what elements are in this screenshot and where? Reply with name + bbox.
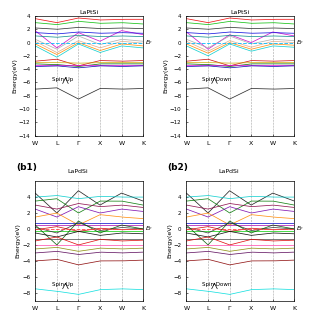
Text: $E_F$: $E_F$ xyxy=(145,38,153,47)
Text: Spin Down: Spin Down xyxy=(202,77,231,82)
Text: $E_F$: $E_F$ xyxy=(296,38,305,47)
Text: LaPdSi: LaPdSi xyxy=(219,169,239,174)
Text: (b1): (b1) xyxy=(16,163,36,172)
Text: (b2): (b2) xyxy=(167,163,188,172)
Text: Spin Up: Spin Up xyxy=(52,282,74,287)
Title: LaPtSi: LaPtSi xyxy=(80,10,99,15)
Y-axis label: Energy(eV): Energy(eV) xyxy=(16,224,21,259)
Text: $E_F$: $E_F$ xyxy=(145,225,153,234)
Y-axis label: Energy(eV): Energy(eV) xyxy=(167,224,172,259)
Y-axis label: Energy(eV): Energy(eV) xyxy=(164,58,169,93)
Text: Spin Up: Spin Up xyxy=(52,77,74,82)
Title: LaPtSi: LaPtSi xyxy=(231,10,250,15)
Text: Spin Down: Spin Down xyxy=(202,282,231,287)
Y-axis label: Energy(eV): Energy(eV) xyxy=(12,58,17,93)
Text: LaPdSi: LaPdSi xyxy=(68,169,88,174)
Text: $E_F$: $E_F$ xyxy=(296,225,305,234)
